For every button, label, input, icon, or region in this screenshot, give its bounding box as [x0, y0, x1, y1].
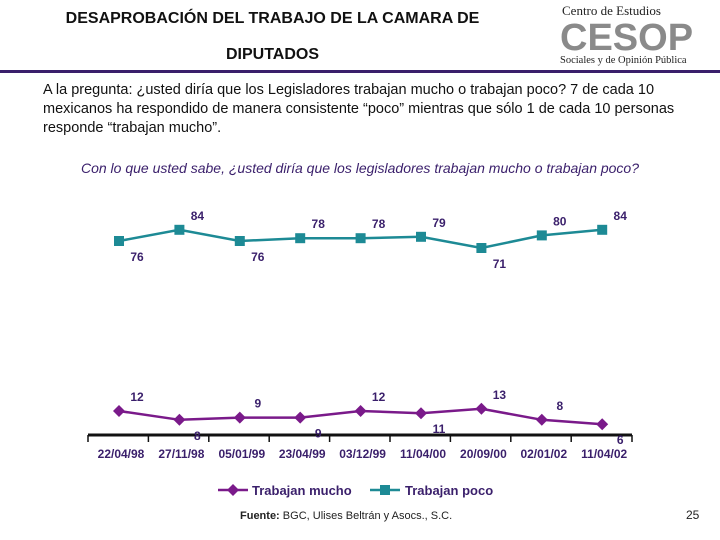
source-label: Fuente:: [240, 510, 280, 522]
mucho-data-label: 8: [556, 399, 563, 413]
poco-point: [597, 224, 608, 235]
poco-data-label: 80: [553, 214, 567, 228]
mucho-point: [535, 413, 548, 426]
header-divider: [0, 70, 720, 73]
x-tick-label: 27/11/98: [158, 447, 204, 461]
mucho-point: [233, 411, 246, 424]
poco-data-label: 84: [614, 209, 628, 223]
mucho-point: [475, 402, 488, 415]
poco-point: [114, 236, 124, 246]
mucho-point: [354, 405, 367, 417]
legend-poco-marker: [380, 485, 390, 495]
x-tick-label: 05/01/99: [218, 447, 265, 461]
x-tick-label: 03/12/99: [339, 447, 386, 461]
poco-point: [174, 224, 185, 235]
mucho-data-label: 9: [315, 427, 322, 441]
line-chart: 22/04/98 27/11/98 05/01/99 23/04/99 03/12/99…: [87, 209, 633, 498]
mucho-data-label: 8: [194, 429, 201, 443]
mucho-data-label: 9: [254, 397, 261, 411]
legend-poco-label: Trabajan poco: [405, 483, 493, 498]
poco-point: [295, 233, 306, 244]
mucho-point: [596, 418, 609, 431]
logo-main-text: CESOP: [560, 17, 693, 59]
mucho-data-label: 12: [130, 390, 144, 404]
poco-data-label: 79: [432, 216, 446, 230]
legend-mucho-marker: [227, 484, 239, 496]
poco-data-label: 71: [493, 257, 507, 271]
poco-data-label: 78: [372, 217, 386, 231]
mucho-data-label: 12: [372, 390, 386, 404]
slide-title-line-1: DESAPROBACIÓN DEL TRABAJO DE LA CAMARA D…: [65, 10, 480, 27]
x-tick-label: 22/04/98: [98, 447, 145, 461]
chart-question: Con lo que usted sabe, ¿usted diría que …: [80, 160, 640, 176]
poco-point: [355, 233, 366, 244]
mucho-point: [294, 411, 307, 424]
page-number: 25: [686, 508, 700, 522]
logo-top-text: Centro de Estudios: [562, 3, 661, 18]
x-tick-label: 20/09/00: [460, 447, 507, 461]
x-tick-label: 11/04/02: [581, 447, 627, 461]
legend-mucho-label: Trabajan mucho: [252, 483, 352, 498]
logo-bottom-text: Sociales y de Opinión Pública: [560, 55, 687, 66]
mucho-point: [415, 407, 427, 420]
intro-paragraph: A la pregunta: ¿usted diría que los Legi…: [43, 82, 675, 136]
mucho-data-label: 13: [493, 388, 507, 402]
source-text: BGC, Ulises Beltrán y Asocs., S.C.: [282, 510, 453, 522]
x-tick-label: 02/01/02: [520, 447, 567, 461]
mucho-point: [113, 405, 125, 417]
x-tick-label: 23/04/99: [279, 447, 326, 461]
x-tick-label: 11/04/00: [400, 447, 446, 461]
mucho-data-label: 6: [617, 433, 624, 447]
poco-data-label: 78: [312, 217, 326, 231]
source-note: Fuente: BGC, Ulises Beltrán y Asocs., S.…: [240, 510, 452, 522]
poco-data-label: 84: [191, 209, 205, 223]
cesop-logo: Centro de Estudios CESOP Sociales y de O…: [560, 3, 693, 66]
poco-point: [536, 230, 547, 241]
mucho-data-label: 11: [433, 422, 446, 436]
poco-point: [416, 231, 426, 242]
poco-point: [234, 236, 245, 246]
poco-data-label: 76: [130, 250, 144, 264]
poco-data-label: 76: [251, 250, 265, 264]
slide-title-line-2: DIPUTADOS: [225, 46, 320, 63]
poco-point: [476, 243, 487, 253]
mucho-point: [173, 413, 186, 426]
